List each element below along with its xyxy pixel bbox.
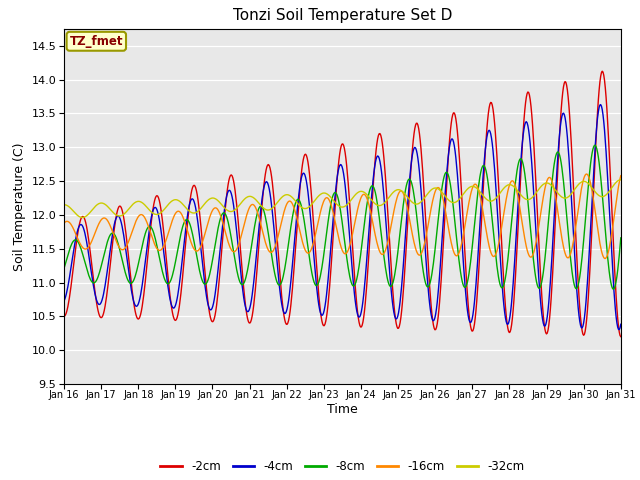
- Y-axis label: Soil Temperature (C): Soil Temperature (C): [13, 142, 26, 271]
- X-axis label: Time: Time: [327, 403, 358, 416]
- Text: TZ_fmet: TZ_fmet: [70, 35, 123, 48]
- Title: Tonzi Soil Temperature Set D: Tonzi Soil Temperature Set D: [233, 9, 452, 24]
- Legend: -2cm, -4cm, -8cm, -16cm, -32cm: -2cm, -4cm, -8cm, -16cm, -32cm: [156, 455, 529, 478]
